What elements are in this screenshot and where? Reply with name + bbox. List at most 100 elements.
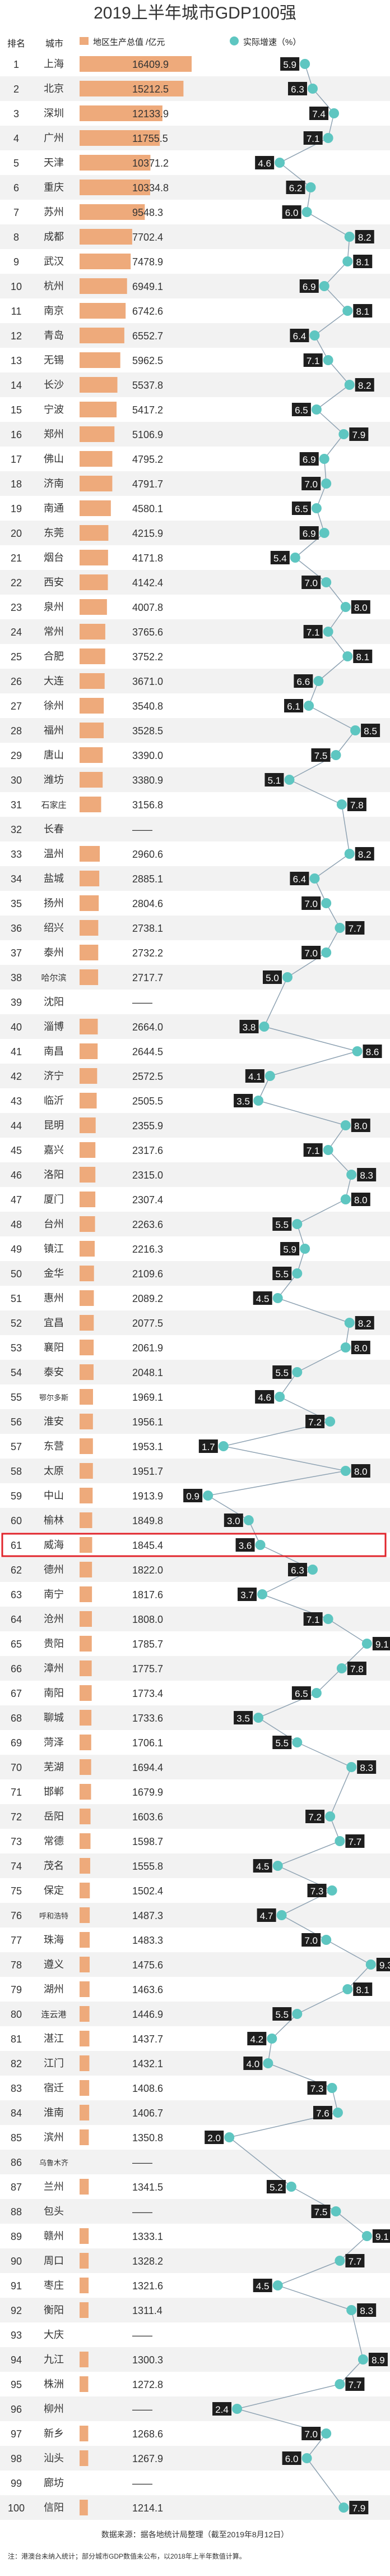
gdp-bar <box>80 1192 96 1207</box>
growth-point <box>323 133 333 143</box>
gdp-bar <box>80 1043 98 1059</box>
growth-line-segment <box>341 804 350 854</box>
growth-line-segment <box>295 557 327 583</box>
rank-label: 70 <box>11 1762 22 1773</box>
growth-value-label: 7.1 <box>307 134 320 144</box>
rank-label: 77 <box>11 1935 22 1946</box>
city-label: 沈阳 <box>44 996 64 1008</box>
rank-label: 87 <box>11 2182 22 2193</box>
growth-point <box>361 1639 372 1649</box>
growth-value-label: 5.5 <box>275 1269 289 1280</box>
gdp-value-label: 5417.2 <box>132 404 163 416</box>
growth-label-bg <box>313 2106 332 2119</box>
gdp-value-label: 1822.0 <box>132 1565 163 1576</box>
growth-label-bg <box>351 1464 370 1478</box>
growth-label-bg <box>301 576 321 589</box>
gdp-value-label: 2317.6 <box>132 1145 163 1156</box>
gdp-chart: 1 上海 16409.9 5.9 2 北京 15212.5 6.3 3 深圳 12133.9 7.4 4… <box>0 56 390 2520</box>
rank-label: 7 <box>13 207 19 218</box>
growth-value-label: 8.9 <box>372 2355 385 2366</box>
gdp-value-label: 2089.2 <box>132 1293 163 1304</box>
city-label: 上海 <box>44 58 64 70</box>
growth-value-label: 3.6 <box>239 1540 252 1551</box>
gdp-bar <box>80 1735 91 1750</box>
gdp-legend-swatch <box>80 37 89 45</box>
growth-label-bg <box>238 1588 257 1601</box>
row-background <box>0 916 390 940</box>
city-column-header: 城市 <box>45 39 63 49</box>
growth-label-bg <box>307 1884 327 1897</box>
growth-value-label: 7.7 <box>349 2380 362 2390</box>
growth-label-bg <box>257 1908 276 1922</box>
growth-value-label: 0.9 <box>186 1491 199 1502</box>
rank-label: 13 <box>11 355 22 366</box>
growth-label-bg <box>235 1538 255 1552</box>
growth-point <box>319 454 329 464</box>
gdp-bar <box>80 180 150 195</box>
growth-value-label: 7.4 <box>312 109 326 119</box>
growth-label-bg <box>255 156 275 169</box>
gdp-bar <box>80 1907 90 1923</box>
rank-label: 2 <box>13 84 19 95</box>
gdp-bar <box>80 303 126 319</box>
gdp-bar <box>80 2080 90 2096</box>
gdp-bar <box>80 1364 94 1380</box>
growth-point <box>300 1244 310 1254</box>
growth-value-label: 6.3 <box>291 1565 304 1576</box>
growth-point <box>346 2305 357 2315</box>
rank-label: 43 <box>11 1096 22 1107</box>
growth-value-label: 4.5 <box>256 2281 270 2292</box>
rank-label: 39 <box>11 997 22 1008</box>
growth-value-label: 7.9 <box>352 2503 366 2514</box>
city-label: 济宁 <box>44 1070 64 1082</box>
gdp-bar <box>80 426 115 442</box>
gdp-value-label: 2717.7 <box>132 972 163 983</box>
gdp-value-label: 1268.6 <box>132 2428 163 2440</box>
city-label: 南京 <box>44 305 64 316</box>
city-label: 中山 <box>44 1490 64 1501</box>
gdp-bar <box>80 1537 92 1553</box>
rank-label: 48 <box>11 1219 22 1230</box>
gdp-value-label: 2572.5 <box>132 1071 163 1082</box>
rank-label: 80 <box>11 2009 22 2020</box>
growth-point <box>335 1836 345 1846</box>
gdp-bar <box>80 1981 90 1997</box>
chart-header: 排名 城市 地区生产总值 /亿元 实际增速（%） <box>0 31 390 52</box>
gdp-value-label: 2216.3 <box>132 1244 163 1255</box>
city-label: 常州 <box>44 626 64 637</box>
rank-label: 46 <box>11 1170 22 1181</box>
rank-label: 75 <box>11 1885 22 1897</box>
city-label: 绍兴 <box>44 922 64 933</box>
growth-line-segment <box>277 2285 352 2311</box>
row-background <box>0 1952 390 1977</box>
growth-value-label: 7.0 <box>304 899 318 909</box>
growth-point <box>332 2108 343 2118</box>
gdp-value-label: —— <box>132 997 152 1008</box>
rank-label: 6 <box>13 182 19 194</box>
growth-line-segment <box>296 1989 348 2014</box>
growth-point <box>232 2404 243 2414</box>
growth-point <box>344 1318 355 1328</box>
gdp-bar <box>80 1858 90 1874</box>
city-label: 淮安 <box>44 1416 64 1427</box>
gdp-bar <box>80 797 101 812</box>
row-background <box>0 866 390 891</box>
growth-label-bg <box>351 1119 370 1132</box>
growth-line-segment <box>339 2359 364 2385</box>
gdp-bar <box>80 1586 92 1602</box>
gdp-bar <box>80 105 162 121</box>
footnote: 注：港澳台未纳入统计；部分城市GDP数值未公布，以2018年上半年数值计算。 <box>8 2552 246 2560</box>
gdp-bar <box>80 1660 92 1676</box>
growth-line-segment <box>296 1347 346 1373</box>
growth-point <box>253 1096 264 1106</box>
gdp-value-label: 2355.9 <box>132 1120 163 1131</box>
growth-value-label: 6.1 <box>287 701 300 712</box>
rank-label: 11 <box>11 306 22 317</box>
growth-line-segment <box>296 1199 346 1225</box>
row-background <box>0 1261 390 1286</box>
rank-label: 98 <box>11 2453 22 2464</box>
growth-point <box>321 2428 332 2439</box>
growth-point <box>292 2009 303 2019</box>
growth-value-label: 6.4 <box>293 874 307 885</box>
gdp-value-label: 4580.1 <box>132 503 163 514</box>
